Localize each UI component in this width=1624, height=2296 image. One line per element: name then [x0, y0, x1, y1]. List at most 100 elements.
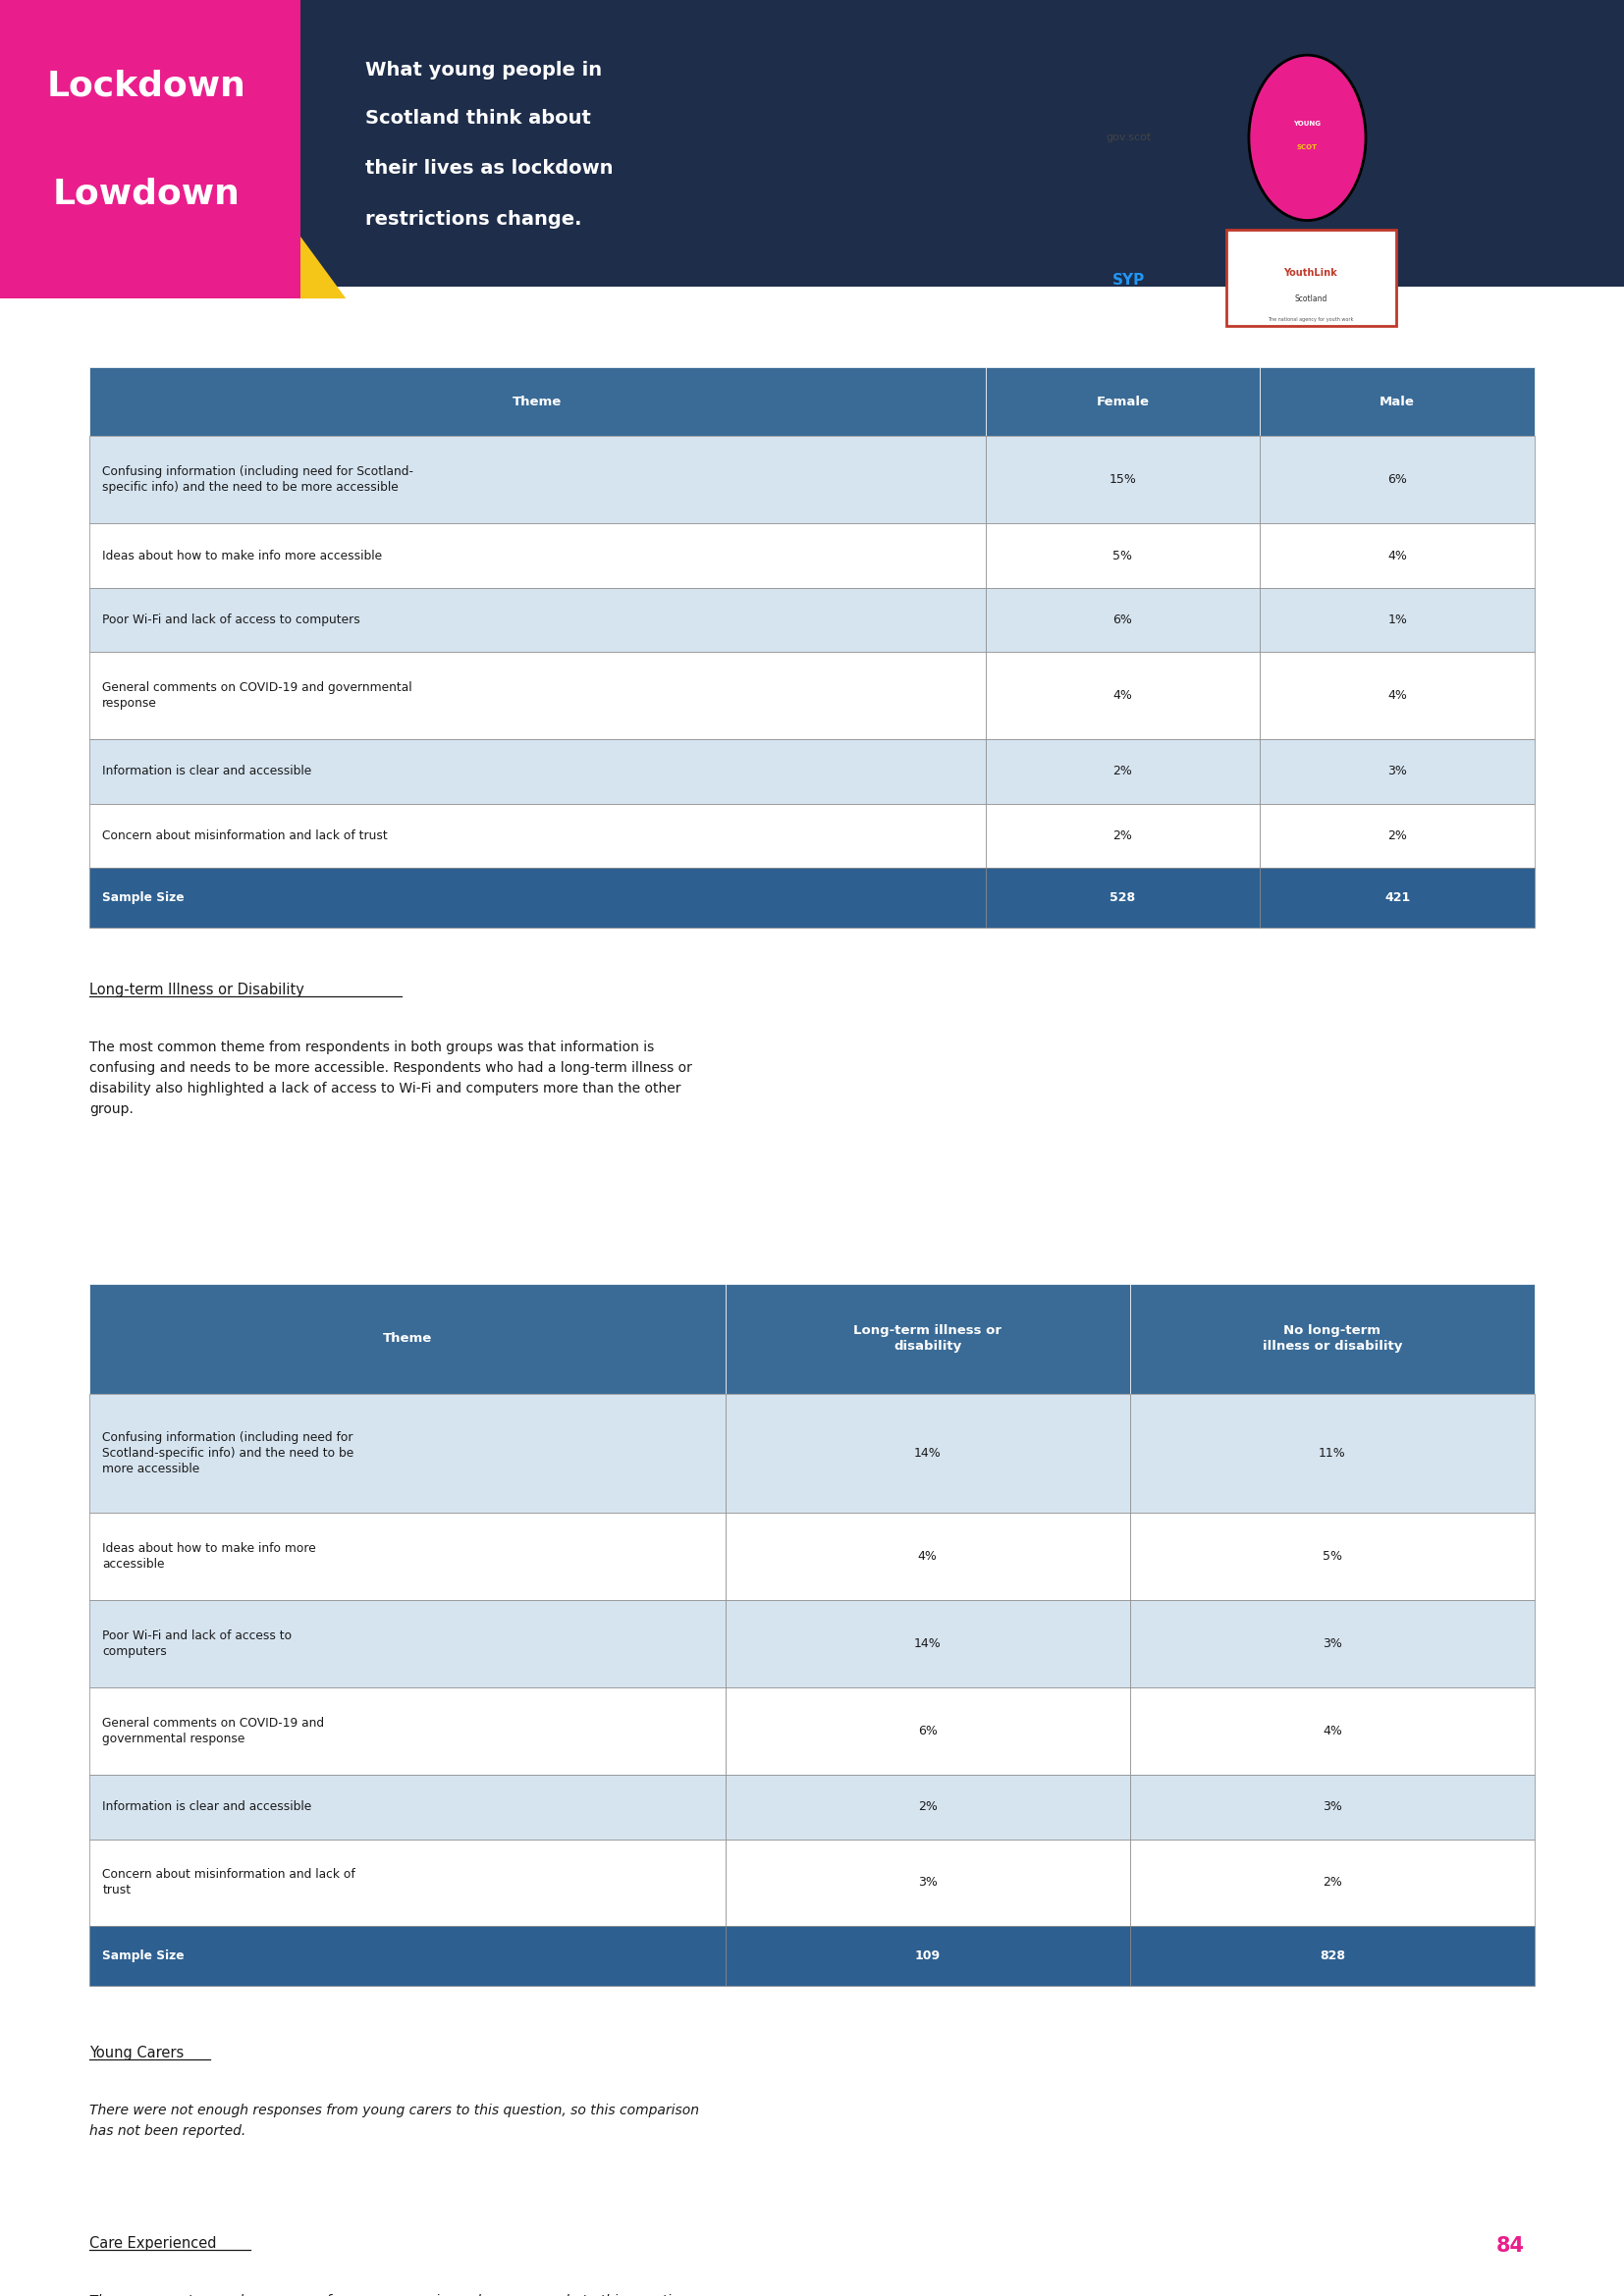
FancyBboxPatch shape: [1130, 1513, 1535, 1600]
FancyBboxPatch shape: [89, 436, 986, 523]
Text: 6%: 6%: [1387, 473, 1406, 487]
Text: 3%: 3%: [1387, 765, 1406, 778]
FancyBboxPatch shape: [986, 804, 1260, 868]
Text: Sample Size: Sample Size: [102, 1949, 185, 1963]
FancyBboxPatch shape: [1130, 1775, 1535, 1839]
Text: 4%: 4%: [918, 1550, 937, 1564]
FancyBboxPatch shape: [1260, 804, 1535, 868]
Text: 6%: 6%: [1112, 613, 1132, 627]
FancyBboxPatch shape: [89, 652, 986, 739]
Text: 4%: 4%: [1387, 549, 1406, 563]
FancyBboxPatch shape: [726, 1775, 1130, 1839]
Text: 2%: 2%: [918, 1800, 937, 1814]
Text: Concern about misinformation and lack of trust: Concern about misinformation and lack of…: [102, 829, 388, 843]
FancyBboxPatch shape: [0, 0, 300, 298]
FancyBboxPatch shape: [726, 1600, 1130, 1688]
FancyBboxPatch shape: [89, 804, 986, 868]
FancyBboxPatch shape: [89, 1283, 726, 1394]
Text: Care Experienced: Care Experienced: [89, 2236, 216, 2250]
FancyBboxPatch shape: [986, 868, 1260, 928]
Text: restrictions change.: restrictions change.: [365, 209, 581, 230]
Text: 3%: 3%: [1322, 1800, 1341, 1814]
Text: Sample Size: Sample Size: [102, 891, 185, 905]
Text: Male: Male: [1380, 395, 1415, 409]
Text: Young Carers: Young Carers: [89, 2046, 184, 2060]
Text: Long-term Illness or Disability: Long-term Illness or Disability: [89, 983, 304, 996]
Text: Theme: Theme: [513, 395, 562, 409]
FancyBboxPatch shape: [986, 367, 1260, 436]
Text: YOUNG: YOUNG: [1294, 122, 1320, 126]
Text: 1%: 1%: [1387, 613, 1406, 627]
FancyBboxPatch shape: [726, 1283, 1130, 1394]
Text: 84: 84: [1496, 2236, 1525, 2255]
Text: SCOT: SCOT: [1298, 145, 1317, 149]
Text: The national agency for youth work: The national agency for youth work: [1268, 317, 1353, 321]
Text: Female: Female: [1096, 395, 1150, 409]
FancyBboxPatch shape: [89, 1775, 726, 1839]
Text: Information is clear and accessible: Information is clear and accessible: [102, 765, 312, 778]
FancyBboxPatch shape: [89, 739, 986, 804]
Text: 6%: 6%: [918, 1724, 937, 1738]
Text: There were not enough responses from young carers to this question, so this comp: There were not enough responses from you…: [89, 2103, 698, 2138]
FancyBboxPatch shape: [1260, 523, 1535, 588]
Text: YouthLink: YouthLink: [1283, 269, 1338, 278]
Text: 2%: 2%: [1112, 765, 1132, 778]
FancyBboxPatch shape: [726, 1394, 1130, 1513]
Text: SYP: SYP: [1112, 273, 1145, 287]
Text: 828: 828: [1320, 1949, 1345, 1963]
Text: Concern about misinformation and lack of
trust: Concern about misinformation and lack of…: [102, 1869, 356, 1896]
FancyBboxPatch shape: [726, 1839, 1130, 1926]
FancyBboxPatch shape: [726, 1926, 1130, 1986]
FancyBboxPatch shape: [1260, 868, 1535, 928]
FancyBboxPatch shape: [89, 868, 986, 928]
Text: Ideas about how to make info more accessible: Ideas about how to make info more access…: [102, 549, 382, 563]
FancyBboxPatch shape: [1130, 1688, 1535, 1775]
Text: Confusing information (including need for
Scotland-specific info) and the need t: Confusing information (including need fo…: [102, 1430, 354, 1476]
Text: Scotland: Scotland: [1294, 294, 1327, 303]
Text: 2%: 2%: [1112, 829, 1132, 843]
Text: The most common theme from respondents in both groups was that information is
co: The most common theme from respondents i…: [89, 1040, 692, 1116]
Text: 4%: 4%: [1387, 689, 1406, 703]
Text: gov.scot: gov.scot: [1106, 133, 1151, 142]
Text: Lockdown: Lockdown: [47, 69, 245, 103]
FancyBboxPatch shape: [1130, 1283, 1535, 1394]
Text: Lowdown: Lowdown: [52, 177, 240, 211]
Text: General comments on COVID-19 and governmental
response: General comments on COVID-19 and governm…: [102, 682, 412, 709]
Text: 3%: 3%: [918, 1876, 937, 1890]
FancyBboxPatch shape: [1226, 230, 1397, 326]
FancyBboxPatch shape: [1130, 1394, 1535, 1513]
Text: 14%: 14%: [914, 1637, 942, 1651]
FancyBboxPatch shape: [89, 523, 986, 588]
FancyBboxPatch shape: [986, 588, 1260, 652]
Text: Confusing information (including need for Scotland-
specific info) and the need : Confusing information (including need fo…: [102, 466, 414, 494]
Text: 3%: 3%: [1322, 1637, 1341, 1651]
Text: their lives as lockdown: their lives as lockdown: [365, 158, 614, 179]
FancyBboxPatch shape: [89, 1688, 726, 1775]
FancyBboxPatch shape: [0, 0, 1624, 287]
Text: Scotland think about: Scotland think about: [365, 108, 591, 129]
Text: No long-term
illness or disability: No long-term illness or disability: [1262, 1325, 1402, 1352]
FancyBboxPatch shape: [1260, 436, 1535, 523]
FancyBboxPatch shape: [89, 1839, 726, 1926]
FancyBboxPatch shape: [89, 588, 986, 652]
FancyBboxPatch shape: [986, 436, 1260, 523]
Text: Theme: Theme: [383, 1332, 432, 1345]
FancyBboxPatch shape: [1260, 739, 1535, 804]
FancyBboxPatch shape: [726, 1688, 1130, 1775]
FancyBboxPatch shape: [1130, 1926, 1535, 1986]
Text: Ideas about how to make info more
accessible: Ideas about how to make info more access…: [102, 1543, 317, 1570]
Text: 421: 421: [1385, 891, 1410, 905]
FancyBboxPatch shape: [986, 652, 1260, 739]
Text: What young people in: What young people in: [365, 60, 603, 80]
FancyBboxPatch shape: [1130, 1839, 1535, 1926]
Text: General comments on COVID-19 and
governmental response: General comments on COVID-19 and governm…: [102, 1717, 325, 1745]
Text: 4%: 4%: [1322, 1724, 1341, 1738]
FancyBboxPatch shape: [89, 1513, 726, 1600]
FancyBboxPatch shape: [1130, 1600, 1535, 1688]
Text: 109: 109: [914, 1949, 940, 1963]
Text: Poor Wi-Fi and lack of access to computers: Poor Wi-Fi and lack of access to compute…: [102, 613, 361, 627]
FancyBboxPatch shape: [89, 1926, 726, 1986]
FancyBboxPatch shape: [1260, 652, 1535, 739]
Circle shape: [1249, 55, 1366, 220]
Text: 5%: 5%: [1112, 549, 1132, 563]
